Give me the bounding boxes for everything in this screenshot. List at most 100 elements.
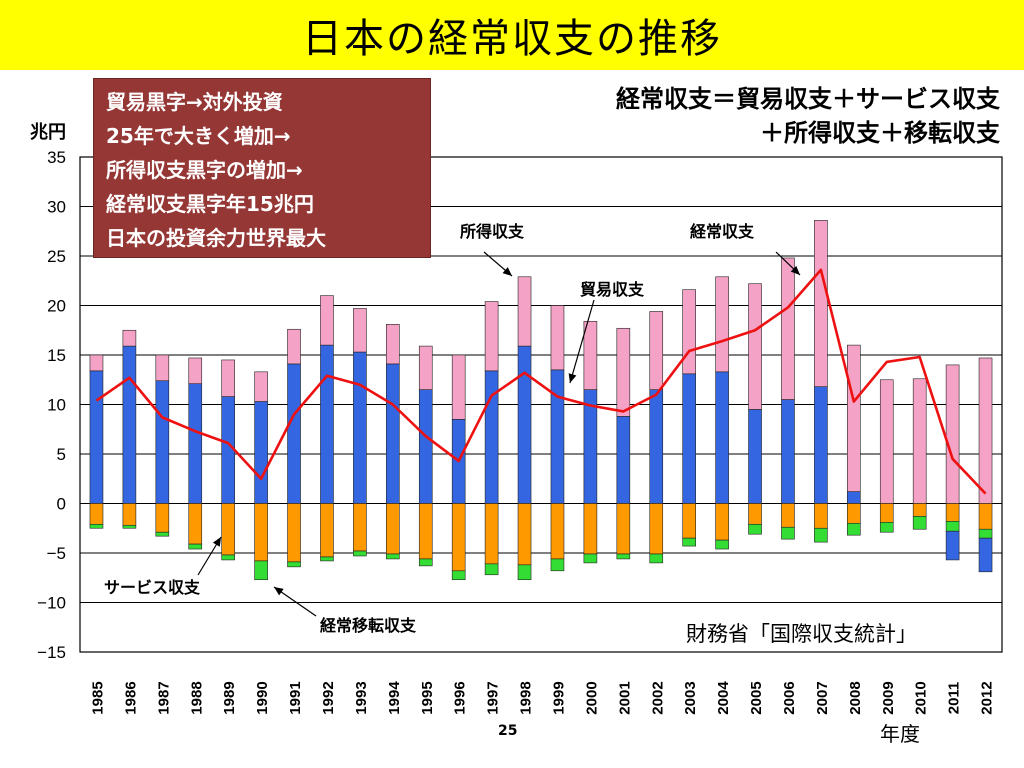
arrow-services-head: [212, 537, 221, 547]
title-bar: 日本の経常収支の推移: [0, 0, 1024, 70]
bar-income: [748, 283, 762, 410]
bar-transfers: [386, 553, 400, 560]
bar-transfers: [122, 524, 137, 529]
annotation-services: サービス収支: [104, 578, 201, 597]
bar-trade: [945, 530, 960, 561]
bar-income: [847, 344, 861, 492]
bar-transfers: [221, 554, 235, 561]
bar-transfers: [550, 558, 565, 572]
bar-services: [649, 503, 664, 555]
x-tick-label: 1999: [550, 681, 567, 714]
y-tick-label: 5: [57, 445, 66, 464]
x-tick-label: 2002: [649, 681, 666, 714]
x-tick-label: 2000: [583, 681, 600, 714]
note-box: 貿易黒字→対外投資 25年で大きく増加→ 所得収支黒字の増加→ 経常収支黒字年1…: [93, 78, 431, 258]
bar-transfers: [814, 527, 828, 543]
bar-transfers: [781, 526, 795, 540]
arrow-current-head: [790, 265, 800, 275]
bar-income: [484, 301, 499, 372]
note-line: 日本の投資余力世界最大: [106, 226, 326, 250]
bar-services: [879, 503, 894, 523]
current-account-line: [95, 268, 987, 495]
formula-line: ＋所得収支＋移転収支: [760, 119, 1000, 147]
arrow-trade: [569, 299, 595, 384]
bar-income: [451, 354, 466, 420]
bar-trade: [320, 344, 334, 504]
bar-transfers: [616, 553, 631, 560]
bar-services: [781, 503, 795, 528]
bar-income: [550, 305, 565, 371]
bar-trade: [616, 416, 631, 504]
bar-income: [945, 364, 960, 504]
y-axis-unit: 兆円: [30, 122, 66, 143]
bar-income: [583, 321, 598, 390]
bar-services: [583, 503, 598, 555]
x-tick-label: 1985: [89, 681, 106, 714]
bar-trade: [122, 345, 137, 504]
x-tick-label: 2008: [847, 681, 864, 714]
bar-transfers: [517, 564, 532, 581]
y-tick-label: 20: [47, 297, 66, 316]
bar-trade: [814, 386, 828, 504]
bar-transfers: [89, 523, 104, 529]
x-tick-label: 1990: [254, 681, 271, 714]
bar-income: [912, 378, 927, 504]
bar-trade: [353, 351, 367, 504]
bar-income: [879, 379, 894, 504]
note-line: 所得収支黒字の増加→: [106, 158, 303, 182]
bar-transfers: [912, 516, 927, 530]
x-tick-label: 1986: [122, 681, 139, 714]
bar-transfers: [583, 553, 598, 564]
y-tick-label: 25: [47, 247, 66, 266]
bar-trade: [287, 363, 301, 504]
bar-trade: [188, 383, 203, 504]
bar-services: [353, 503, 367, 552]
bar-trade: [155, 380, 170, 504]
bar-services: [451, 503, 466, 572]
arrow-transfers-head: [274, 587, 284, 596]
bar-services: [122, 503, 137, 526]
bar-services: [945, 503, 960, 522]
bar-services: [517, 503, 532, 566]
bar-income: [89, 354, 104, 372]
bar-services: [616, 503, 631, 555]
bar-services: [155, 503, 170, 533]
arrow-income-head: [502, 267, 512, 276]
bar-income: [814, 220, 828, 387]
x-tick-label: 2003: [682, 681, 699, 714]
x-tick-label: 1995: [419, 681, 436, 714]
bar-transfers: [353, 550, 367, 557]
x-tick-label: 1997: [485, 681, 502, 714]
bar-transfers: [978, 528, 993, 539]
bar-transfers: [945, 521, 960, 532]
x-tick-label: 2010: [913, 681, 930, 714]
bar-trade: [484, 370, 499, 504]
bar-trade: [748, 409, 762, 504]
bar-trade: [847, 491, 861, 504]
bar-trade: [978, 537, 993, 573]
bar-trade: [418, 389, 433, 504]
arrow-trade-head: [568, 373, 577, 383]
bar-services: [748, 503, 762, 525]
x-tick-label: 2007: [814, 681, 831, 714]
source-note: 財務省「国際収支統計」: [686, 618, 917, 648]
bar-trade: [517, 345, 532, 504]
bar-services: [188, 503, 203, 545]
bar-services: [254, 503, 268, 562]
bar-income: [517, 276, 532, 347]
note-line: 貿易黒字→対外投資: [106, 90, 283, 114]
note-line: 経常収支黒字年15兆円: [106, 192, 314, 216]
page-title: 日本の経常収支の推移: [302, 16, 722, 62]
bar-transfers: [155, 531, 170, 537]
page-number: 25: [498, 723, 518, 739]
bar-trade: [254, 401, 268, 504]
bar-transfers: [287, 561, 301, 568]
x-tick-label: 2005: [748, 681, 765, 714]
bar-income: [155, 354, 170, 382]
bar-services: [287, 503, 301, 563]
bar-income: [254, 371, 268, 402]
bar-services: [89, 503, 104, 525]
plot-frame: [79, 156, 1003, 653]
bar-services: [418, 503, 433, 560]
x-tick-label: 1991: [287, 681, 304, 714]
